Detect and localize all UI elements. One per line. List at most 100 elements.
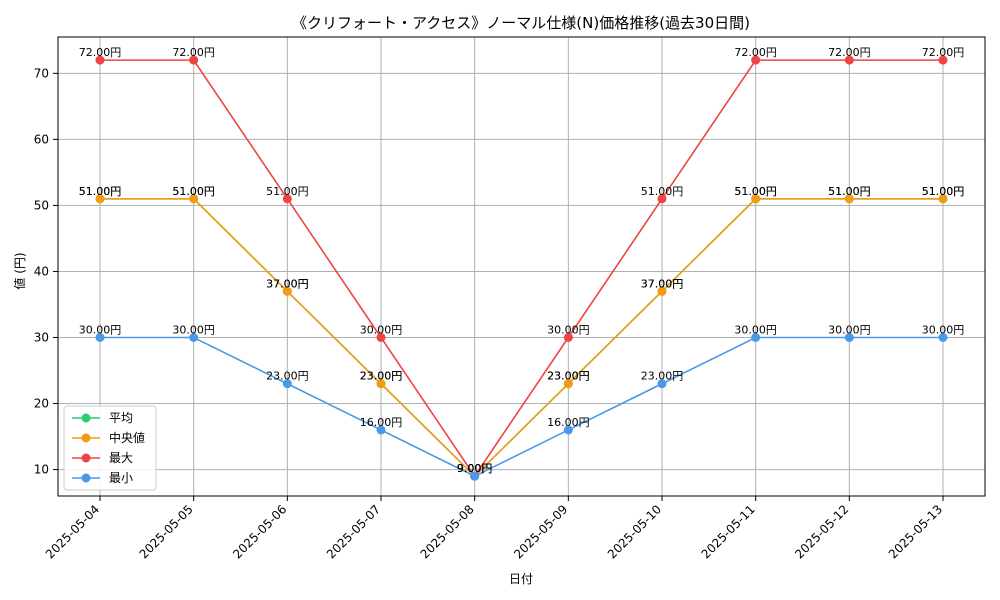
data-label: 30.00円: [172, 323, 215, 336]
x-tick-label: 2025-05-08: [418, 502, 477, 561]
data-label: 9.00円: [457, 462, 493, 475]
data-point: [938, 194, 948, 204]
data-point: [751, 194, 761, 204]
data-label: 72.00円: [828, 46, 871, 59]
x-tick-label: 2025-05-13: [886, 502, 945, 561]
data-label: 37.00円: [266, 277, 309, 290]
legend-swatch-marker: [81, 413, 91, 423]
data-label: 51.00円: [734, 185, 777, 198]
data-label: 23.00円: [547, 370, 590, 383]
series-line-2: [100, 198, 943, 478]
data-label: 51.00円: [828, 185, 871, 198]
axes: 2025-05-04 2025-05-05 2025-05-06 2025-05-07…: [34, 36, 986, 561]
legend-entry: 中央値: [109, 430, 145, 445]
y-tick-label: 30: [34, 330, 49, 344]
data-label: 51.00円: [79, 185, 122, 198]
series-lines: [95, 55, 948, 481]
x-tick-label: 2025-05-07: [324, 502, 383, 561]
data-point: [563, 332, 573, 342]
y-tick-label: 70: [34, 66, 49, 80]
legend-swatch-marker: [81, 453, 91, 463]
x-tick-label: 2025-05-11: [699, 502, 758, 561]
legend-entry: 最大: [109, 451, 133, 465]
data-label: 9.00円: [457, 462, 493, 475]
data-label: 16.00円: [547, 416, 590, 429]
data-label: 51.00円: [172, 185, 215, 198]
data-label: 51.00円: [828, 185, 871, 198]
x-tick-label: 2025-05-06: [230, 502, 289, 561]
data-point: [282, 194, 292, 204]
data-point: [189, 55, 199, 65]
data-point: [751, 332, 761, 342]
data-point: [376, 332, 386, 342]
data-label: 30.00円: [79, 323, 122, 336]
y-tick-label: 20: [34, 397, 49, 411]
legend-swatch-marker: [81, 473, 91, 483]
series-line-3: [100, 59, 943, 478]
data-label: 51.00円: [922, 185, 965, 198]
y-tick-label: 40: [34, 264, 49, 278]
legend-swatch-marker: [81, 433, 91, 443]
data-point: [938, 55, 948, 65]
data-label: 72.00円: [734, 46, 777, 59]
data-point: [751, 55, 761, 65]
grid-lines: [58, 37, 985, 496]
x-tick-label: 2025-05-05: [137, 502, 196, 561]
data-label: 23.00円: [547, 370, 590, 383]
data-point: [95, 55, 105, 65]
y-axis-label: 値 (円): [12, 252, 27, 289]
chart-title: 《クリフォート・アクセス》ノーマル仕様(N)価格推移(過去30日間): [292, 14, 750, 32]
data-point: [95, 194, 105, 204]
data-point: [657, 379, 667, 389]
data-label: 37.00円: [266, 277, 309, 290]
data-label: 37.00円: [641, 277, 684, 290]
data-label: 72.00円: [79, 46, 122, 59]
x-tick-label: 2025-05-12: [792, 502, 851, 561]
x-tick-label: 2025-05-04: [43, 502, 102, 561]
data-label: 51.00円: [922, 185, 965, 198]
x-tick-label: 2025-05-09: [511, 502, 570, 561]
data-point: [282, 379, 292, 389]
data-label: 30.00円: [360, 323, 403, 336]
data-label: 23.00円: [266, 370, 309, 383]
data-label: 30.00円: [547, 323, 590, 336]
data-point: [657, 286, 667, 296]
x-axis-label: 日付: [509, 572, 533, 586]
data-label: 51.00円: [641, 185, 684, 198]
data-point: [844, 55, 854, 65]
data-label: 9.00円: [457, 462, 493, 475]
data-point: [376, 379, 386, 389]
y-tick-label: 50: [34, 198, 49, 212]
series-line-4: [100, 336, 943, 478]
data-point: [563, 425, 573, 435]
data-point: [282, 286, 292, 296]
y-tick-label: 60: [34, 132, 49, 146]
data-point: [844, 194, 854, 204]
data-point: [844, 332, 854, 342]
data-label: 16.00円: [360, 416, 403, 429]
data-point: [470, 471, 480, 481]
plot-frame: [57, 36, 986, 497]
x-tick-label: 2025-05-10: [605, 502, 664, 561]
data-label: 51.00円: [172, 185, 215, 198]
y-tick-label: 10: [34, 463, 49, 477]
data-label: 30.00円: [734, 323, 777, 336]
data-point: [95, 332, 105, 342]
data-labels: 51.00円 51.00円 37.00円 23.00円 9.00円 23.00円 37.00…: [79, 46, 965, 475]
legend-box: [63, 405, 157, 491]
data-label: 51.00円: [734, 185, 777, 198]
data-point: [189, 332, 199, 342]
data-label: 72.00円: [172, 46, 215, 59]
legend-entry: 平均: [109, 411, 133, 425]
data-point: [376, 425, 386, 435]
data-label: 30.00円: [922, 323, 965, 336]
data-label: 23.00円: [360, 370, 403, 383]
legend-entry: 最小: [109, 471, 133, 485]
data-point: [938, 332, 948, 342]
data-label: 72.00円: [922, 46, 965, 59]
data-point: [657, 194, 667, 204]
data-label: 9.00円: [457, 462, 493, 475]
